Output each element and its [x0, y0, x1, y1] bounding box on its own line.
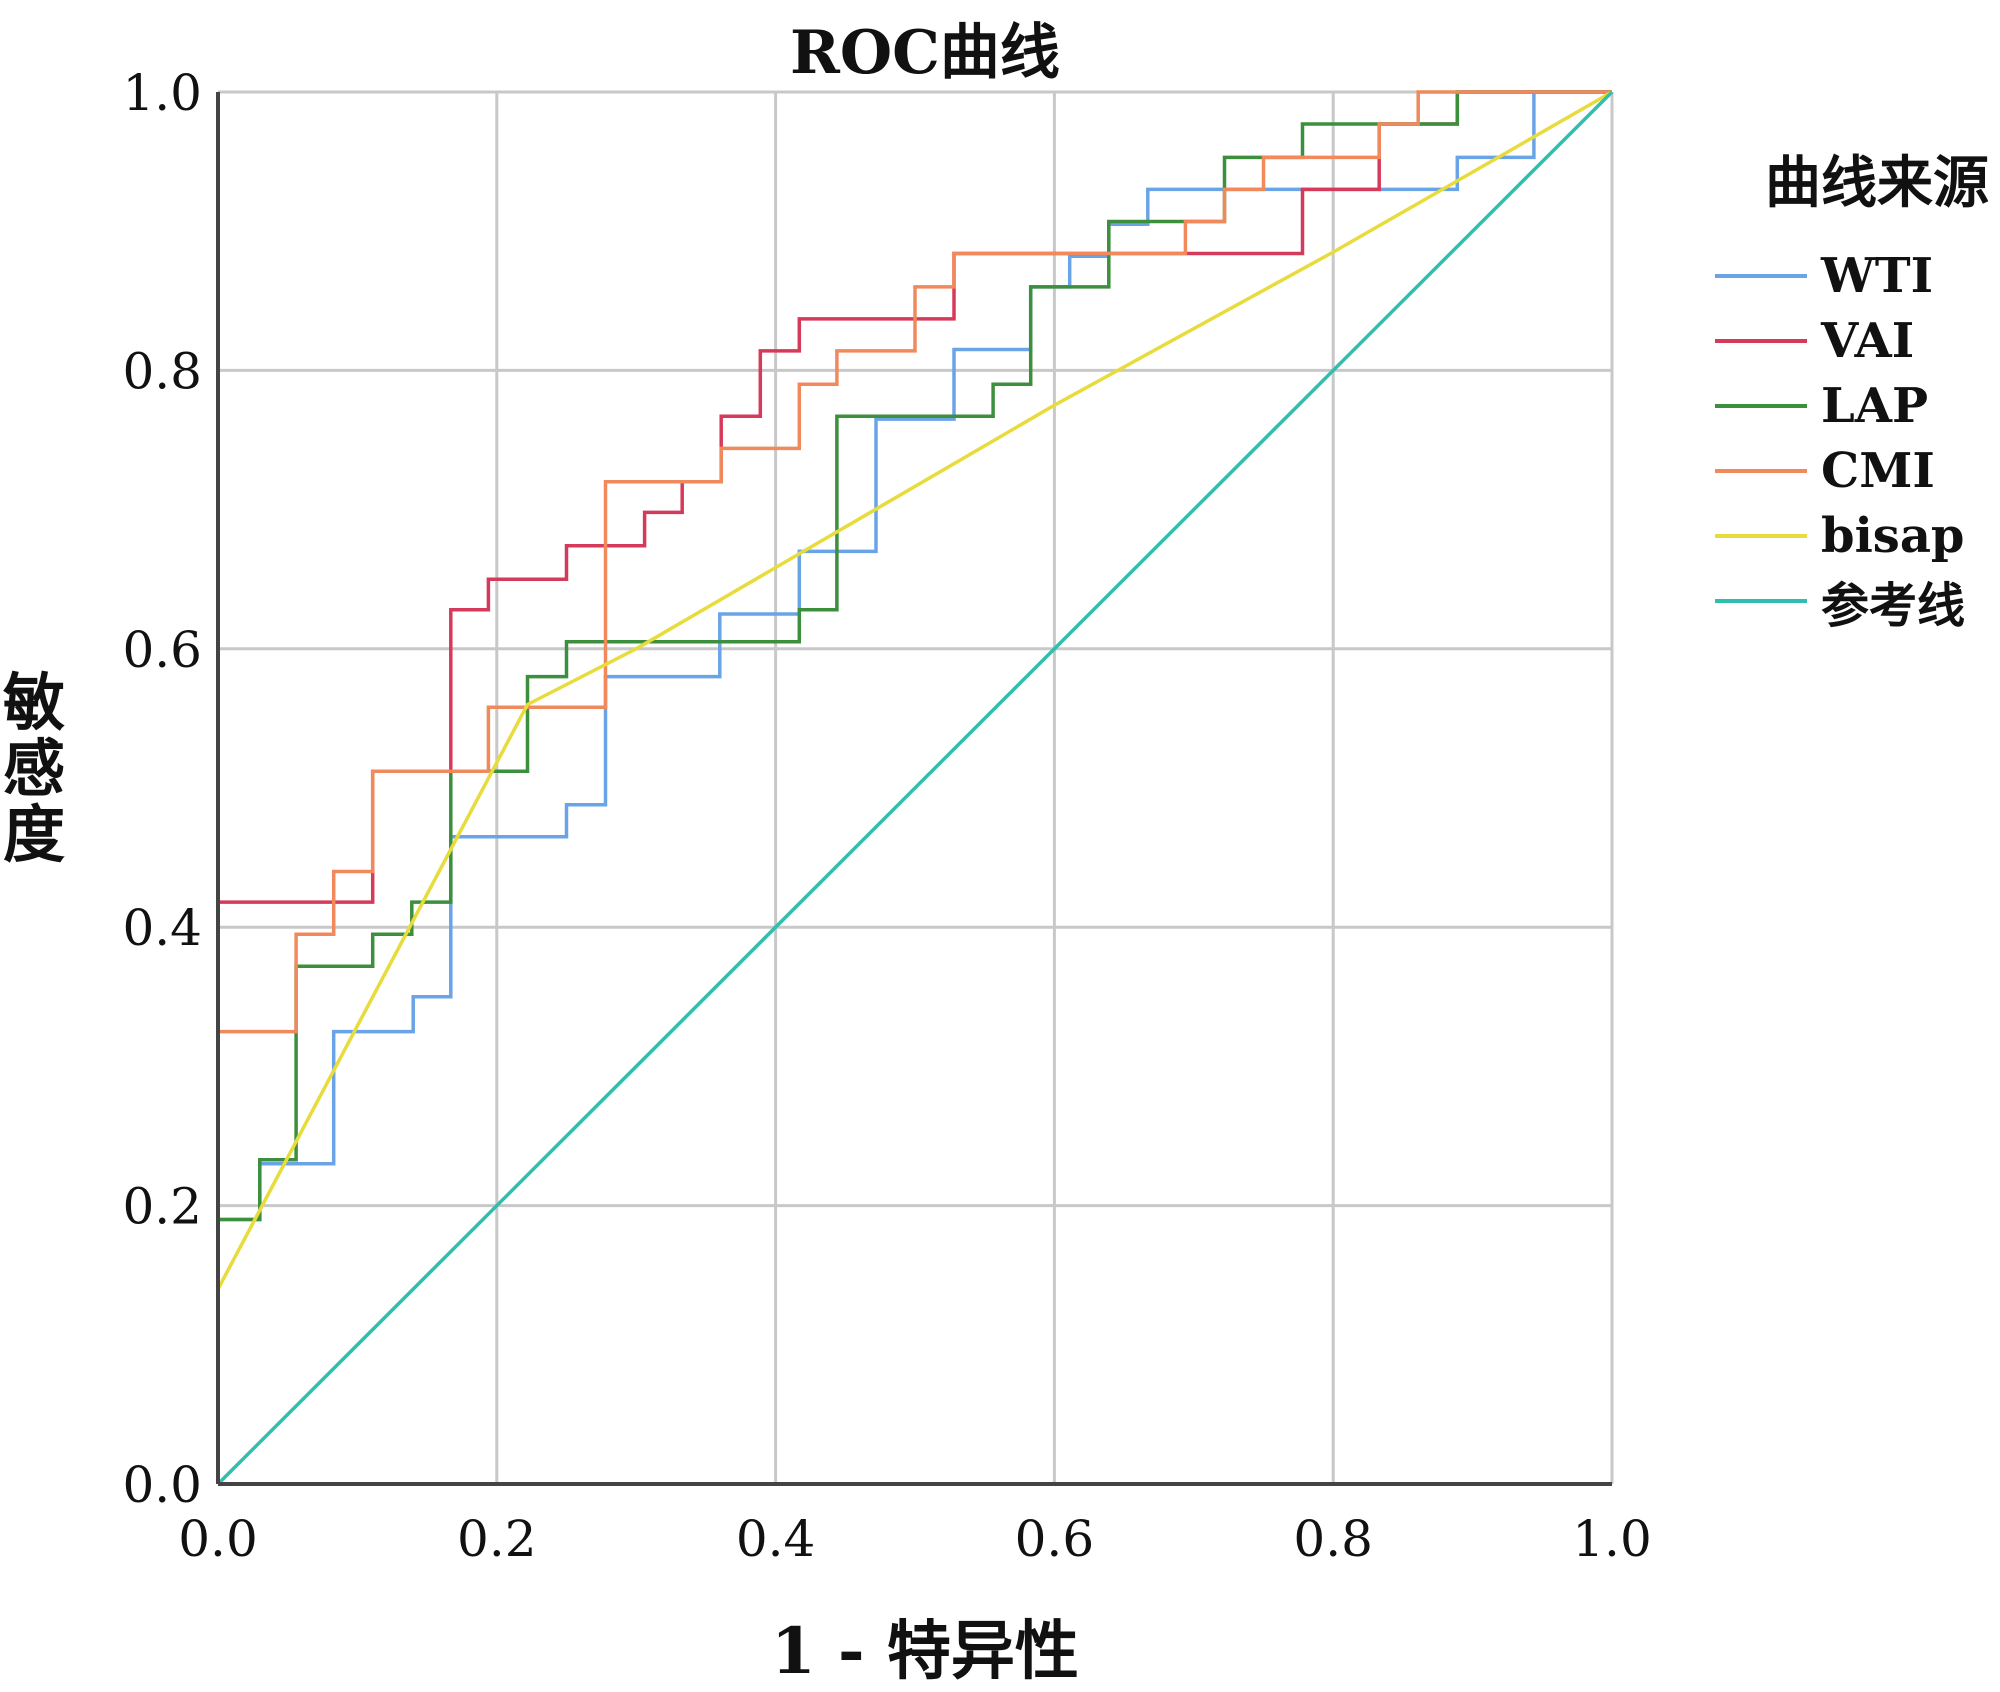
- tick-labels: 0.0 0.2 0.4 0.6 0.8 1.0 0.0 0.2 0.4 0.6 0.8 1.0: [122, 64, 1651, 1568]
- y-tick-label: 1.0: [122, 64, 202, 122]
- y-tick-label: 0.0: [122, 1456, 202, 1514]
- axes: [216, 92, 1612, 1486]
- y-tick-label: 0.8: [122, 342, 202, 400]
- y-tick-label: 0.6: [122, 621, 202, 679]
- series-line-2: [216, 90, 1612, 1484]
- x-tick-label: 0.6: [1015, 1510, 1095, 1568]
- legend-swatch: [1715, 468, 1807, 473]
- x-tick-label: 1.0: [1572, 1510, 1652, 1568]
- legend-label: LAP: [1821, 377, 1929, 434]
- legend-item: bisap: [1715, 503, 2000, 568]
- legend-label: bisap: [1821, 507, 1965, 564]
- legend-swatch: [1715, 338, 1807, 343]
- series-line-3: [216, 90, 1612, 1484]
- legend-swatch: [1715, 403, 1807, 408]
- legend-label: 参考线: [1821, 577, 1966, 634]
- y-axis-label: 敏感度: [2, 666, 65, 871]
- y-tick-label: 0.2: [122, 1178, 202, 1236]
- x-tick-label: 0.2: [457, 1510, 537, 1568]
- x-tick-label: 0.8: [1293, 1510, 1373, 1568]
- legend-title: 曲线来源: [1765, 150, 1989, 216]
- legend-swatch: [1715, 533, 1807, 538]
- chart-title: ROC曲线: [790, 18, 1060, 88]
- x-tick-label: 0.0: [178, 1510, 258, 1568]
- series-lines: [216, 90, 1614, 1486]
- series-line-5: [216, 90, 1614, 1486]
- x-axis-label: 1 - 特异性: [771, 1614, 1079, 1689]
- legend-item: VAI: [1715, 308, 2000, 373]
- legend-item: 参考线: [1715, 568, 2000, 634]
- legend-swatch: [1715, 273, 1807, 278]
- x-tick-label: 0.4: [736, 1510, 816, 1568]
- legend-label: CMI: [1821, 442, 1935, 499]
- legend-swatch: [1715, 598, 1807, 603]
- legend-item: WTI: [1715, 243, 2000, 308]
- legend-item: CMI: [1715, 438, 2000, 503]
- legend-items: WTI VAI LAP CMI bisap 参考线: [1715, 243, 2000, 634]
- legend: 曲线来源 WTI VAI LAP CMI bisap 参考线: [1715, 138, 2000, 634]
- legend-label: VAI: [1821, 312, 1915, 369]
- y-tick-label: 0.4: [122, 899, 202, 957]
- legend-item: LAP: [1715, 373, 2000, 438]
- legend-label: WTI: [1821, 247, 1934, 304]
